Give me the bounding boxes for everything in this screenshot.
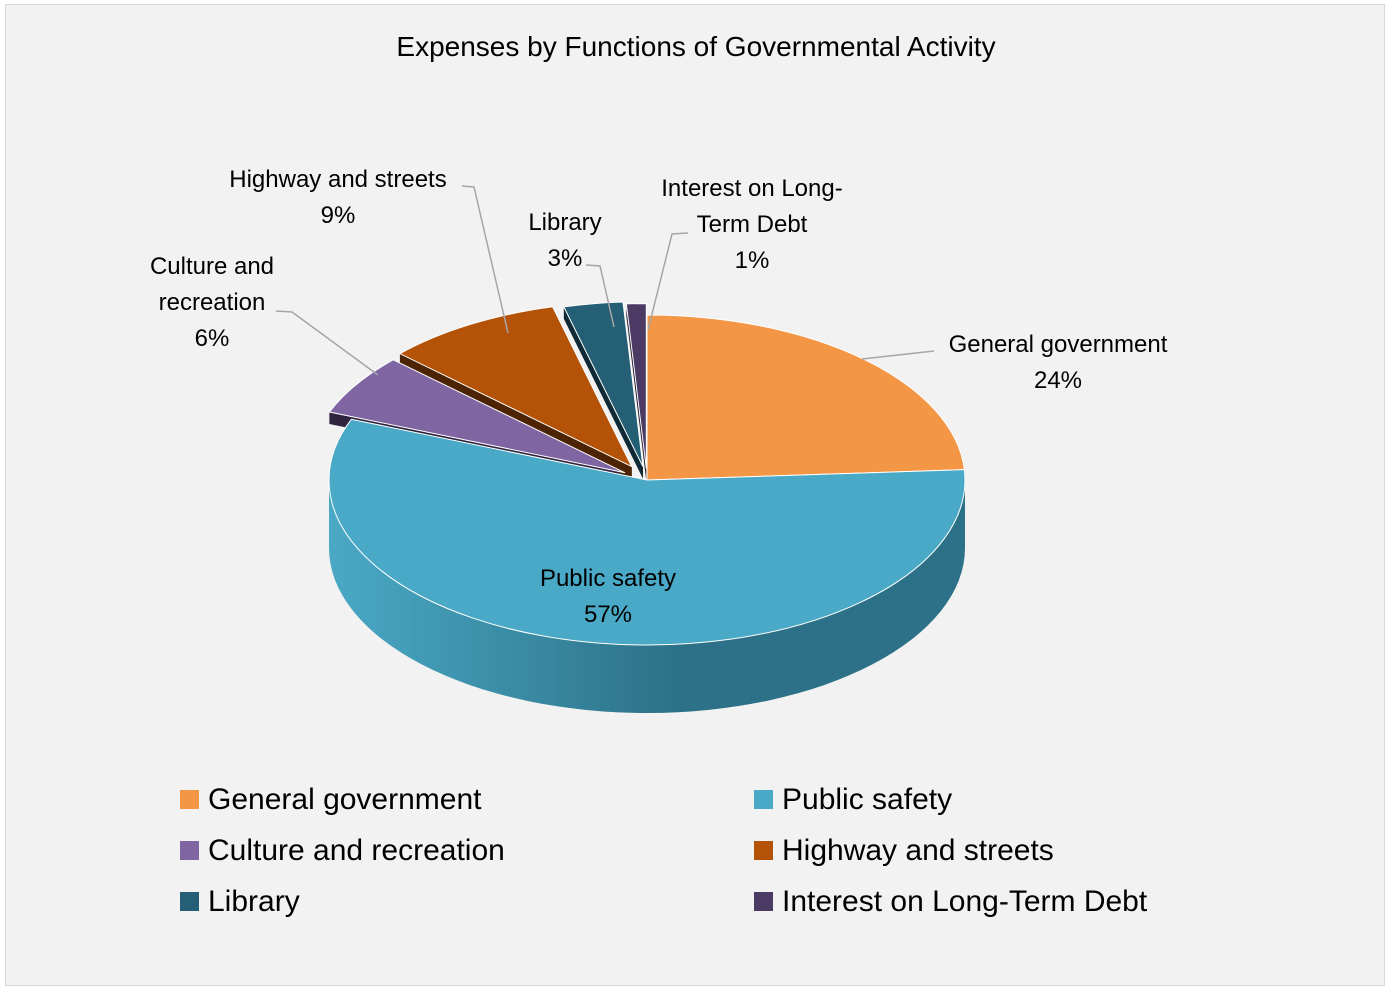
leader-lines [275, 185, 935, 376]
slice-side [329, 480, 965, 713]
pie-slice-highway-and-streets [398, 306, 633, 468]
leader-line [461, 185, 509, 334]
data-labels: General government 24% Public safety 57% Cul… [150, 166, 1168, 628]
data-label-name: Highway and streets [229, 166, 446, 193]
leader-line [861, 350, 935, 360]
data-label-name: Public safety [540, 565, 676, 592]
pie-slice-general-government [646, 314, 965, 481]
data-label-value: 9% [321, 202, 356, 229]
data-label-value: 1% [735, 247, 770, 274]
data-label-value: 3% [548, 245, 583, 272]
data-label-value: 6% [195, 325, 230, 352]
legend-swatch [180, 841, 199, 860]
leader-line [647, 232, 689, 331]
legend-entry: Public safety [782, 783, 952, 816]
legend-entry: General government [208, 783, 482, 816]
legend-entry: Library [208, 885, 300, 918]
legend-entry: Highway and streets [782, 834, 1054, 867]
data-label-name: Library [528, 209, 601, 236]
pie-slices [328, 301, 966, 646]
legend-swatch [180, 790, 199, 809]
data-label-value: 24% [1034, 367, 1082, 394]
legend-swatch [754, 790, 773, 809]
leader-line [585, 264, 615, 328]
data-label-name: General government [949, 331, 1168, 358]
legend-entry: Interest on Long-Term Debt [782, 885, 1148, 918]
pie-slice-public-safety [328, 418, 966, 646]
legend-swatch [754, 892, 773, 911]
data-label-name: recreation [159, 289, 266, 316]
data-label-name: Term Debt [697, 211, 808, 238]
pie-slice-culture-and-recreation [328, 359, 626, 474]
pie-slice-library [563, 301, 644, 467]
legend: General government Public safety Culture a… [180, 783, 1148, 918]
slice-edge [563, 306, 643, 479]
data-label-name: Culture and [150, 253, 274, 280]
pie-slice-interest-on-long-term-debt [625, 303, 647, 469]
leader-line [275, 310, 379, 376]
data-label-name: Interest on Long- [661, 175, 842, 202]
data-label-value: 57% [584, 601, 632, 628]
chart-title: Expenses by Functions of Governmental Ac… [396, 31, 995, 62]
legend-swatch [754, 841, 773, 860]
legend-entry: Culture and recreation [208, 834, 505, 867]
legend-swatch [180, 892, 199, 911]
